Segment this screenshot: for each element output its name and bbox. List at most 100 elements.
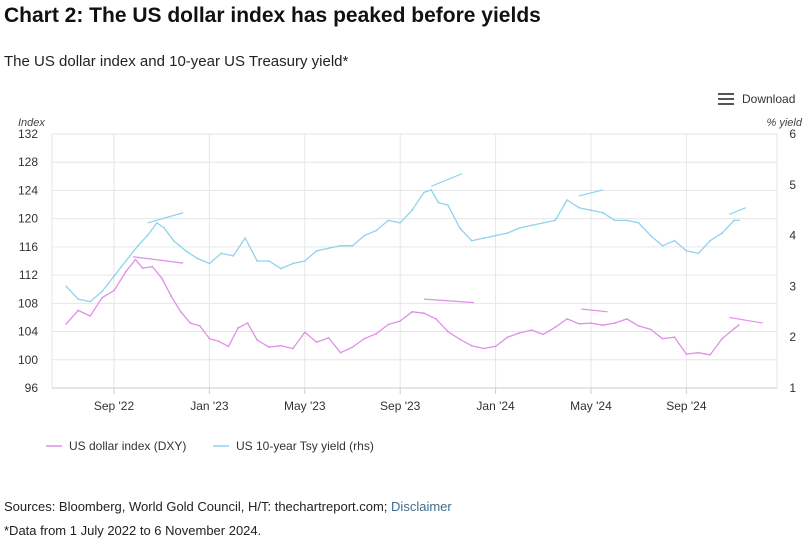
download-button[interactable]: Download bbox=[718, 90, 795, 108]
data-point-dxy bbox=[566, 318, 568, 320]
left-tick-label: 116 bbox=[19, 240, 38, 254]
data-point-dxy bbox=[737, 324, 740, 327]
data-point-dxy bbox=[179, 310, 182, 313]
data-point-tsy-yield bbox=[458, 227, 461, 229]
data-point-tsy-yield bbox=[268, 260, 270, 262]
data-point-dxy bbox=[199, 325, 201, 327]
right-axis-label: % yield bbox=[767, 117, 803, 129]
data-point-tsy-yield bbox=[530, 224, 533, 227]
right-tick-label: 2 bbox=[789, 330, 796, 344]
legend-label-dxy: US dollar index (DXY) bbox=[69, 439, 186, 453]
data-point-tsy-yield bbox=[733, 219, 735, 222]
legend-item-tsy[interactable]: US 10-year Tsy yield (rhs) bbox=[213, 439, 374, 453]
data-point-dxy bbox=[733, 327, 735, 330]
data-point-dxy bbox=[399, 320, 402, 322]
data-point-dxy bbox=[77, 309, 80, 312]
peak-trendline-tsy bbox=[147, 212, 184, 224]
data-point-tsy-yield bbox=[430, 189, 433, 191]
data-point-tsy-yield bbox=[649, 234, 652, 237]
data-point-dxy bbox=[411, 310, 413, 313]
data-point-tsy-yield bbox=[721, 232, 723, 234]
data-point-dxy bbox=[256, 339, 258, 341]
data-point-tsy-yield bbox=[292, 262, 294, 265]
data-point-tsy-yield bbox=[411, 209, 413, 212]
data-point-dxy bbox=[578, 322, 580, 325]
data-point-dxy bbox=[494, 345, 497, 348]
peak-trendline-dxy bbox=[423, 298, 475, 304]
x-tick-label: Sep '23 bbox=[380, 399, 421, 413]
data-point-dxy bbox=[482, 347, 485, 350]
data-point-tsy-yield bbox=[673, 239, 676, 242]
data-point-tsy-yield bbox=[327, 247, 330, 250]
disclaimer-link[interactable]: Disclaimer bbox=[391, 499, 452, 514]
peak-trendline-dxy bbox=[729, 316, 763, 324]
data-point-dxy bbox=[327, 337, 330, 339]
data-point-dxy bbox=[625, 318, 628, 320]
data-point-dxy bbox=[65, 322, 68, 325]
data-point-tsy-yield bbox=[89, 300, 92, 303]
left-axis: 132 128 124 120 116 112 108 104 100 96 bbox=[18, 127, 38, 395]
data-point-dxy bbox=[315, 341, 318, 343]
data-point-tsy-yield bbox=[101, 290, 103, 293]
chart-svg: 132 128 124 120 116 112 108 104 100 96 6 5 4 3 2 1 Sep… bbox=[18, 117, 803, 453]
data-point-tsy-yield bbox=[375, 229, 378, 232]
data-point-dxy bbox=[170, 295, 173, 298]
data-point-dxy bbox=[125, 270, 127, 273]
data-point-dxy bbox=[447, 330, 449, 333]
data-point-tsy-yield bbox=[542, 222, 545, 224]
x-tick-label: Jan '24 bbox=[476, 399, 515, 413]
legend-label-tsy: US 10-year Tsy yield (rhs) bbox=[236, 439, 374, 453]
data-point-dxy bbox=[351, 346, 354, 348]
data-point-dxy bbox=[637, 325, 640, 327]
left-tick-label: 108 bbox=[18, 296, 38, 310]
right-tick-label: 3 bbox=[789, 279, 796, 293]
grid-layer bbox=[52, 133, 777, 389]
data-point-dxy bbox=[709, 353, 712, 356]
x-tick-label: May '23 bbox=[284, 399, 326, 413]
chart-title: Chart 2: The US dollar index has peaked … bbox=[4, 4, 541, 27]
data-point-tsy-yield bbox=[387, 219, 390, 222]
data-point-dxy bbox=[518, 332, 521, 334]
x-tick-label: Jan '23 bbox=[190, 399, 229, 413]
data-point-tsy-yield bbox=[399, 222, 402, 224]
data-point-tsy-yield bbox=[437, 201, 440, 204]
data-point-dxy bbox=[649, 328, 652, 331]
data-point-dxy bbox=[303, 331, 306, 334]
chart-subtitle: The US dollar index and 10-year US Treas… bbox=[4, 53, 349, 70]
x-tick-label: Sep '24 bbox=[666, 399, 707, 413]
left-axis-label: Index bbox=[18, 117, 45, 129]
data-point-dxy bbox=[363, 337, 366, 340]
data-point-tsy-yield bbox=[220, 252, 223, 255]
data-point-dxy bbox=[246, 322, 249, 324]
data-point-tsy-yield bbox=[737, 219, 740, 222]
data-point-tsy-yield bbox=[256, 260, 258, 262]
right-tick-label: 6 bbox=[789, 127, 796, 141]
data-point-dxy bbox=[151, 265, 154, 268]
left-tick-label: 96 bbox=[25, 381, 39, 395]
legend-item-dxy[interactable]: US dollar index (DXY) bbox=[46, 439, 186, 453]
left-tick-label: 112 bbox=[19, 268, 38, 282]
data-point-tsy-yield bbox=[172, 239, 175, 242]
legend: US dollar index (DXY) US 10-year Tsy yie… bbox=[46, 439, 374, 453]
data-point-tsy-yield bbox=[339, 244, 342, 247]
left-tick-label: 132 bbox=[18, 127, 38, 141]
right-tick-label: 1 bbox=[789, 381, 796, 395]
data-point-dxy bbox=[208, 337, 211, 340]
data-point-tsy-yield bbox=[146, 234, 149, 237]
data-point-dxy bbox=[506, 336, 509, 339]
left-tick-label: 104 bbox=[18, 325, 38, 339]
peak-trendline-dxy bbox=[581, 308, 608, 313]
data-point-tsy-yield bbox=[685, 249, 688, 252]
download-label: Download bbox=[742, 92, 796, 106]
data-point-tsy-yield bbox=[470, 239, 473, 242]
data-point-dxy bbox=[542, 333, 545, 336]
data-point-tsy-yield bbox=[447, 204, 449, 206]
data-point-dxy bbox=[339, 351, 342, 354]
data-point-tsy-yield bbox=[163, 227, 166, 229]
data-point-tsy-yield bbox=[518, 227, 521, 229]
left-tick-label: 100 bbox=[18, 353, 38, 367]
data-point-tsy-yield bbox=[423, 191, 425, 194]
hamburger-menu-icon bbox=[718, 93, 734, 105]
data-point-dxy bbox=[435, 318, 437, 320]
data-point-dxy bbox=[697, 351, 700, 354]
